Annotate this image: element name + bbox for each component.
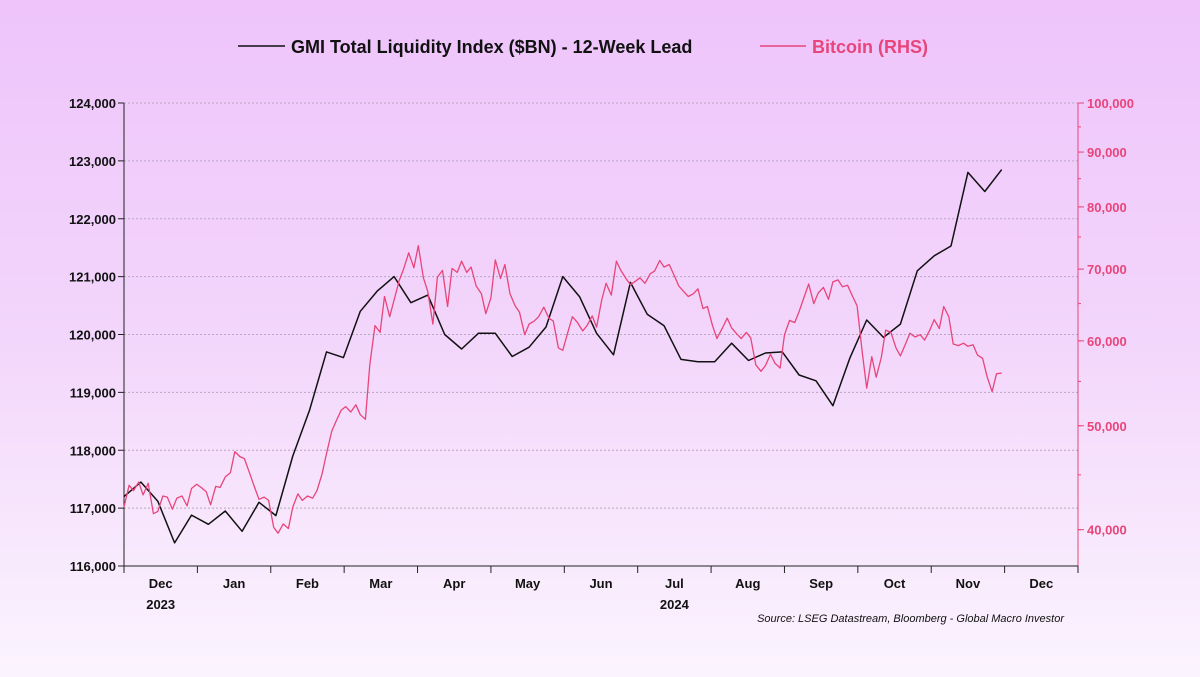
x-tick-label: Sep [809, 576, 833, 591]
x-tick-label: Mar [369, 576, 392, 591]
axes: 116,000 117,000 118,000 119,000 120,000 121,0… [69, 96, 1134, 612]
left-tick-label: 119,000 [70, 385, 116, 400]
right-tick-label: 100,000 [1087, 96, 1134, 111]
series-line-bitcoin [123, 245, 1002, 534]
left-tick-label: 122,000 [69, 212, 116, 227]
left-tick-label: 123,000 [69, 154, 116, 169]
left-tick-label: 118,000 [70, 443, 116, 458]
x-year-label: 2024 [660, 597, 690, 612]
x-tick-label: Feb [296, 576, 319, 591]
plot-area [123, 169, 1003, 544]
right-tick-label: 90,000 [1087, 145, 1127, 160]
legend-label-liquidity: GMI Total Liquidity Index ($BN) - 12-Wee… [291, 37, 692, 57]
legend-label-bitcoin: Bitcoin (RHS) [812, 37, 928, 57]
x-tick-label: Dec [149, 576, 173, 591]
legend: GMI Total Liquidity Index ($BN) - 12-Wee… [238, 37, 928, 57]
series-line-liquidity [123, 169, 1003, 544]
x-year-label: 2023 [146, 597, 175, 612]
right-tick-label: 80,000 [1087, 200, 1127, 215]
right-tick-label: 70,000 [1087, 262, 1127, 277]
left-tick-label: 120,000 [69, 328, 116, 343]
x-tick-label: Dec [1029, 576, 1053, 591]
left-tick-label: 116,000 [70, 559, 116, 574]
right-tick-label: 50,000 [1087, 419, 1127, 434]
source-note: Source: LSEG Datastream, Bloomberg - Glo… [757, 613, 1065, 625]
left-tick-label: 121,000 [69, 270, 116, 285]
x-tick-label: Jan [223, 576, 245, 591]
right-tick-label: 40,000 [1087, 523, 1127, 538]
x-tick-label: May [515, 576, 541, 591]
x-tick-label: Jun [589, 576, 612, 591]
x-tick-label: Jul [665, 576, 684, 591]
right-tick-label: 60,000 [1087, 334, 1127, 349]
gridlines [124, 102, 1078, 509]
left-tick-label: 117,000 [70, 501, 116, 516]
x-tick-label: Apr [443, 576, 465, 591]
x-tick-label: Nov [956, 576, 981, 591]
x-tick-label: Aug [735, 576, 760, 591]
left-tick-label: 124,000 [69, 96, 116, 111]
x-tick-label: Oct [884, 576, 906, 591]
